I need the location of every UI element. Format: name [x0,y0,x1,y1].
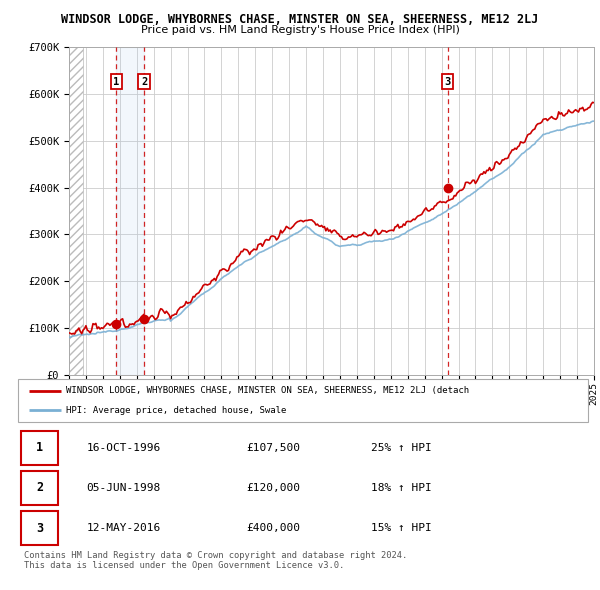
Text: WINDSOR LODGE, WHYBORNES CHASE, MINSTER ON SEA, SHEERNESS, ME12 2LJ: WINDSOR LODGE, WHYBORNES CHASE, MINSTER … [61,13,539,26]
Text: 15% ↑ HPI: 15% ↑ HPI [371,523,432,533]
FancyBboxPatch shape [21,471,58,505]
Text: 2: 2 [36,481,43,494]
Text: Price paid vs. HM Land Registry's House Price Index (HPI): Price paid vs. HM Land Registry's House … [140,25,460,35]
Text: 3: 3 [445,77,451,87]
Text: £120,000: £120,000 [246,483,300,493]
Text: 25% ↑ HPI: 25% ↑ HPI [371,443,432,453]
Bar [116,47,144,375]
Text: 1: 1 [36,441,43,454]
Text: WINDSOR LODGE, WHYBORNES CHASE, MINSTER ON SEA, SHEERNESS, ME12 2LJ (detach: WINDSOR LODGE, WHYBORNES CHASE, MINSTER … [67,386,470,395]
Text: £400,000: £400,000 [246,523,300,533]
Text: 2: 2 [141,77,147,87]
Text: 3: 3 [36,522,43,535]
Text: £107,500: £107,500 [246,443,300,453]
Text: Contains HM Land Registry data © Crown copyright and database right 2024.
This d: Contains HM Land Registry data © Crown c… [24,551,407,571]
Text: 12-MAY-2016: 12-MAY-2016 [86,523,161,533]
Text: 05-JUN-1998: 05-JUN-1998 [86,483,161,493]
FancyBboxPatch shape [21,511,58,545]
Text: 16-OCT-1996: 16-OCT-1996 [86,443,161,453]
FancyBboxPatch shape [21,431,58,465]
Text: 1: 1 [113,77,119,87]
Text: 18% ↑ HPI: 18% ↑ HPI [371,483,432,493]
Text: HPI: Average price, detached house, Swale: HPI: Average price, detached house, Swal… [67,406,287,415]
